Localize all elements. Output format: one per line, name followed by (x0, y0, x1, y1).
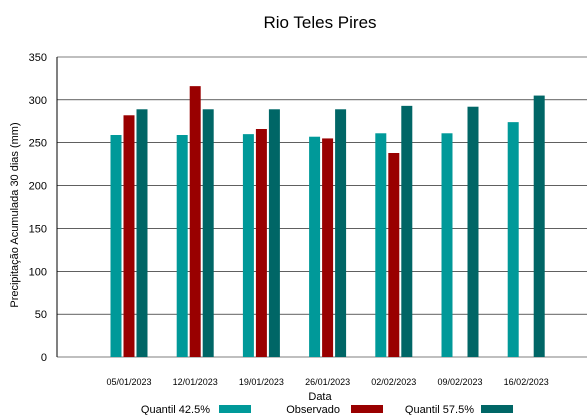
x-tick-label: 09/02/2023 (437, 377, 482, 387)
x-tick-label: 19/01/2023 (239, 377, 284, 387)
bar-q425 (176, 135, 188, 357)
y-tick-label: 100 (29, 266, 47, 278)
y-tick-label: 300 (29, 95, 47, 107)
legend-swatch (351, 405, 383, 413)
y-tick-label: 150 (29, 223, 47, 235)
legend-label: Observado (286, 404, 340, 415)
legend-label: Quantil 57.5% (405, 404, 474, 415)
y-tick-label: 350 (29, 52, 47, 64)
bar-observado (255, 129, 267, 357)
bar-q425 (309, 136, 321, 357)
legend-label: Quantil 42.5% (141, 404, 210, 415)
x-axis-label: Data (308, 391, 332, 403)
bar-q575 (268, 109, 280, 358)
bar-q425 (242, 134, 254, 357)
bar-q575 (335, 109, 347, 358)
bar-observado (322, 138, 334, 357)
bars (110, 86, 545, 358)
x-tick-labels: 05/01/2023 12/01/2023 19/01/2023 26/01/2023… (106, 377, 548, 387)
x-tick-label: 26/01/2023 (305, 377, 350, 387)
legend: Quantil 42.5% Observado Quantil 57.5% (141, 404, 513, 415)
y-tick-labels: 0 50 100 150 200 250 300 350 (29, 52, 47, 364)
x-tick-label: 16/02/2023 (504, 377, 549, 387)
x-tick-label: 02/02/2023 (371, 377, 416, 387)
bar-observado (123, 115, 135, 358)
chart-title: Rio Teles Pires (263, 13, 376, 32)
bar-q575 (533, 95, 545, 358)
x-tick-label: 12/01/2023 (173, 377, 218, 387)
bar-q575 (467, 106, 479, 357)
y-tick-label: 0 (41, 352, 47, 364)
bar-observado (388, 153, 400, 357)
x-tick-label: 05/01/2023 (106, 377, 151, 387)
y-tick-label: 200 (29, 181, 47, 193)
y-axis-label: Precipitação Acumulada 30 dias (mm) (9, 122, 21, 307)
bar-q425 (110, 135, 122, 357)
bar-q425 (375, 133, 387, 357)
bar-q575 (136, 109, 148, 358)
bar-observado (189, 86, 201, 358)
legend-swatch (481, 405, 513, 413)
bar-q425 (507, 122, 519, 358)
y-tick-label: 250 (29, 138, 47, 150)
bar-q575 (202, 109, 214, 358)
bar-q575 (401, 105, 413, 357)
y-tick-label: 50 (35, 309, 47, 321)
legend-swatch (219, 405, 251, 413)
bar-q425 (441, 133, 453, 357)
